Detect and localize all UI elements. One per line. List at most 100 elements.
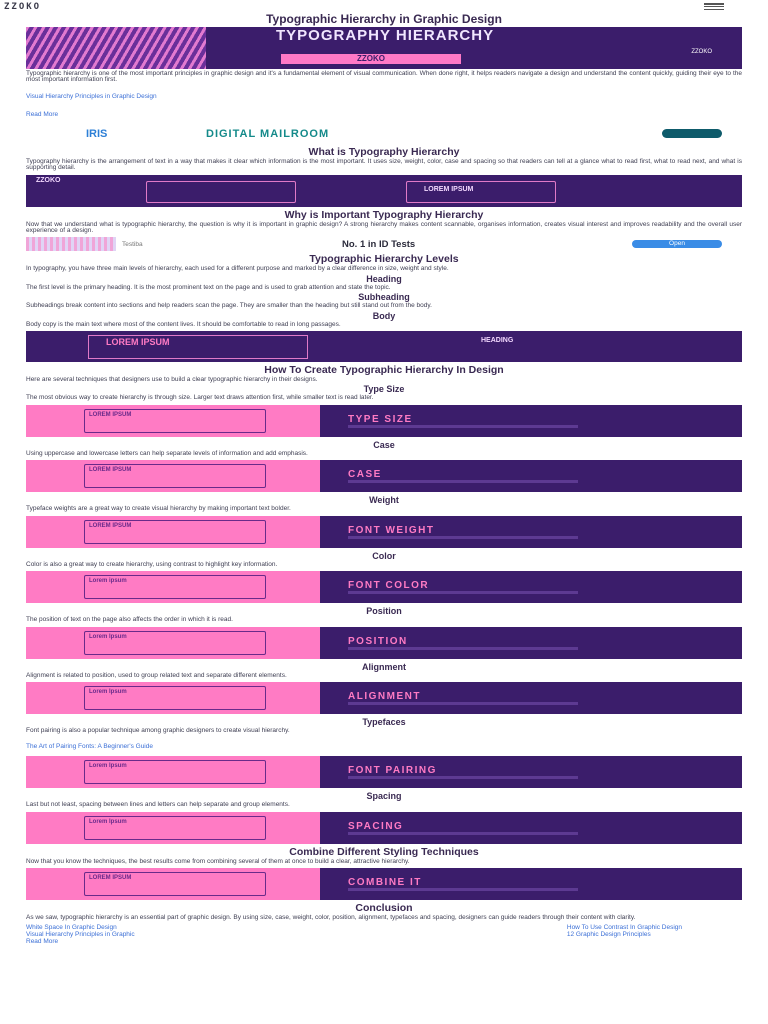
section-text-what: Typography hierarchy is the arrangement … [26, 157, 742, 172]
technique-text: Using uppercase and lowercase letters ca… [26, 449, 308, 457]
section-heading-what: What is Typography Hierarchy [308, 145, 460, 158]
related-link[interactable]: Visual Hierarchy Principles in Graphic [26, 930, 135, 938]
read-more-link[interactable]: Read More [26, 937, 59, 945]
technique-card-title: FONT PAIRING [348, 765, 437, 777]
site-logo[interactable]: ZZOKO [4, 2, 42, 12]
technique-card: LOREM IPSUM FONT WEIGHT [26, 515, 742, 548]
illustration-banner: ZZOKO LOREM IPSUM [26, 174, 742, 207]
technique-card-title: CASE [348, 469, 382, 481]
section-heading-levels: Typographic Hierarchy Levels [309, 253, 459, 266]
frame-right [406, 180, 556, 203]
technique-card-title: SPACING [348, 820, 404, 832]
subheading-subheading: Subheading [358, 292, 410, 303]
banner-label-right: LOREM IPSUM [424, 185, 474, 193]
related-links: White Space In Graphic Design Visual Hie… [26, 924, 742, 945]
ad-image [26, 237, 116, 252]
technique-text: Last but not least, spacing between line… [26, 801, 290, 809]
technique-card: Lorem Ipsum POSITION [26, 626, 742, 659]
top-bar: ZZOKO [0, 0, 768, 13]
ad-name: Testiba [122, 240, 143, 248]
technique-card-title: POSITION [348, 635, 408, 647]
technique-card-title: ALIGNMENT [348, 690, 421, 702]
levels-graphic: LOREM IPSUM HEADING [26, 331, 742, 363]
menu-icon[interactable] [704, 3, 724, 10]
subheading-heading: Heading [366, 273, 402, 284]
technique-sheet-label: Lorem ipsum [89, 578, 127, 585]
related-link[interactable]: 12 Graphic Design Principles [566, 930, 651, 938]
section-heading-why: Why is Important Typography Hierarchy [284, 208, 484, 221]
technique-card: LOREM IPSUM CASE [26, 460, 742, 493]
intro-text: Typographic hierarchy is one of the most… [26, 70, 742, 84]
combine-card-title: COMBINE IT [348, 877, 422, 889]
section-heading-how: How To Create Typographic Hierarchy In D… [264, 364, 504, 377]
section-text-levels: In typography, you have three main level… [26, 265, 449, 273]
technique-sheet-label: LOREM IPSUM [89, 522, 132, 529]
technique-heading: Color [372, 550, 396, 561]
ad-banner[interactable]: IRIS DIGITAL MAILROOM [26, 123, 742, 145]
related-link[interactable]: How To Use Contrast In Graphic Design [566, 923, 682, 931]
technique-heading: Alignment [362, 661, 406, 672]
technique-card-title: FONT COLOR [348, 580, 430, 592]
ad-open-button[interactable]: Open [632, 240, 722, 249]
technique-heading: Weight [369, 495, 399, 506]
hero-art [26, 27, 206, 69]
text-body: Body copy is the main text where most of… [26, 320, 341, 328]
hero-brand: ZZOKO [691, 49, 712, 55]
section-heading-conclusion: Conclusion [355, 902, 413, 915]
technique-link[interactable]: The Art of Pairing Fonts: A Beginner's G… [26, 743, 153, 751]
article: Typographic Hierarchy in Graphic Design … [0, 13, 768, 1024]
technique-card: LOREM IPSUM TYPE SIZE [26, 404, 742, 437]
levels-label-left: LOREM IPSUM [106, 337, 170, 348]
ad-headline: DIGITAL MAILROOM [206, 127, 330, 140]
ad-brand: IRIS [86, 127, 108, 140]
levels-label-right: HEADING [481, 337, 514, 345]
page-title: Typographic Hierarchy in Graphic Design [266, 13, 502, 26]
technique-text: Typeface weights are a great way to crea… [26, 505, 291, 513]
technique-card-title: FONT WEIGHT [348, 524, 435, 536]
combine-sheet-label: LOREM IPSUM [89, 875, 132, 882]
hero-image: TYPOGRAPHY HIERARCHY ZZOKO ZZOKO [26, 27, 742, 69]
ad-bar[interactable]: Testiba No. 1 in ID Tests Open [26, 236, 742, 252]
technique-text: Color is also a great way to create hier… [26, 560, 278, 568]
technique-heading: Position [366, 606, 402, 617]
read-more-link[interactable]: Read More [26, 110, 59, 118]
technique-text: Alignment is related to position, used t… [26, 671, 287, 679]
ad-slogan: No. 1 in ID Tests [342, 238, 416, 250]
combine-card: LOREM IPSUM COMBINE IT [26, 868, 742, 901]
technique-sheet-label: LOREM IPSUM [89, 411, 132, 418]
technique-card: Lorem ipsum FONT COLOR [26, 571, 742, 604]
section-text-combine: Now that you know the techniques, the be… [26, 857, 410, 865]
section-text-conclusion: As we saw, typographic hierarchy is an e… [26, 914, 636, 922]
subheading-body: Body [372, 310, 396, 321]
related-link[interactable]: White Space In Graphic Design [26, 923, 117, 931]
technique-text: Font pairing is also a popular technique… [26, 726, 290, 734]
technique-text: The position of text on the page also af… [26, 616, 233, 624]
techniques-list: Type Size The most obvious way to create … [26, 384, 742, 844]
levels-frame [88, 335, 308, 360]
technique-sheet-label: LOREM IPSUM [89, 467, 132, 474]
hero-title: TYPOGRAPHY HIERARCHY [276, 27, 495, 44]
technique-card: Lorem Ipsum FONT PAIRING [26, 756, 742, 789]
section-text-how: Here are several techniques that designe… [26, 376, 318, 384]
technique-heading: Case [373, 439, 395, 450]
section-heading-combine: Combine Different Styling Techniques [289, 845, 479, 858]
intro-link[interactable]: Visual Hierarchy Principles in Graphic D… [26, 92, 157, 100]
ad-button[interactable] [662, 129, 722, 139]
technique-text: The most obvious way to create hierarchy… [26, 394, 374, 402]
text-heading: The first level is the primary heading. … [26, 283, 391, 291]
hero-pill: ZZOKO [281, 54, 461, 64]
technique-heading: Typefaces [362, 716, 406, 727]
banner-label-left: ZZOKO [36, 176, 61, 184]
technique-sheet-label: Lorem Ipsum [89, 688, 127, 695]
technique-card-title: TYPE SIZE [348, 413, 413, 425]
technique-card: Lorem Ipsum ALIGNMENT [26, 681, 742, 714]
frame-left [146, 180, 296, 203]
section-text-why: Now that we understand what is typograph… [26, 220, 742, 235]
technique-sheet-label: Lorem Ipsum [89, 633, 127, 640]
technique-sheet-label: Lorem Ipsum [89, 818, 127, 825]
technique-heading: Spacing [366, 791, 402, 802]
technique-heading: Type Size [363, 384, 405, 395]
technique-sheet-label: Lorem Ipsum [89, 763, 127, 770]
text-subheading: Subheadings break content into sections … [26, 302, 432, 310]
technique-card: Lorem Ipsum SPACING [26, 811, 742, 844]
